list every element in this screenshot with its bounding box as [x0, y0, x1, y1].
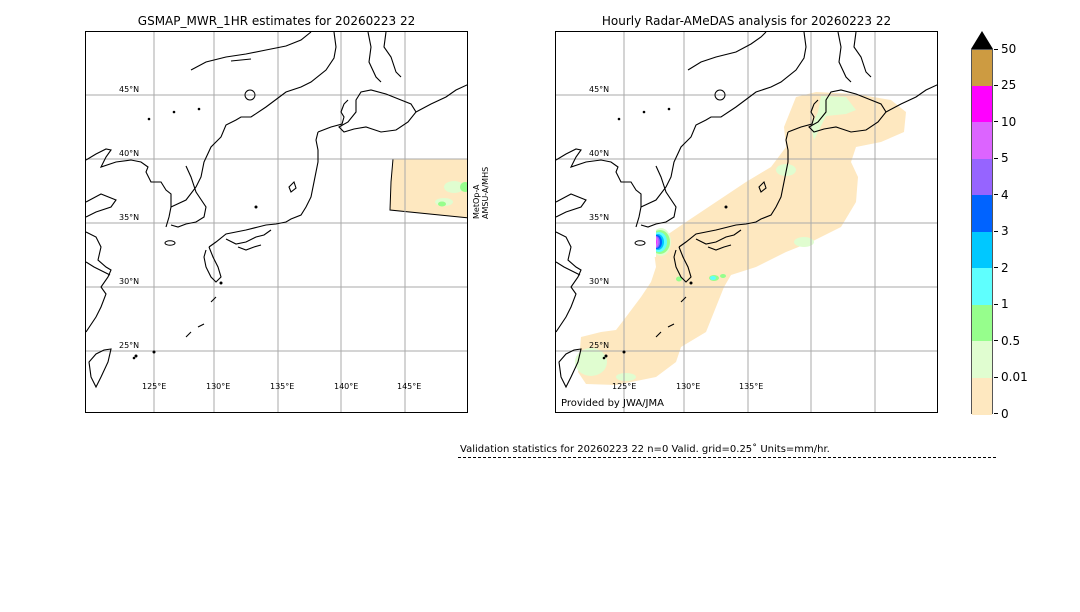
right-map: [555, 31, 938, 413]
colorbar-tick: [994, 340, 998, 341]
left-lon-label-145: 145°E: [397, 382, 422, 391]
right-lat-label-40: 40°N: [589, 149, 610, 158]
left-lat-label-35: 35°N: [119, 213, 140, 222]
right-lat-label-30: 30°N: [589, 277, 610, 286]
colorbar-tick: [994, 413, 998, 414]
colorbar-segment-2-3: [972, 232, 992, 268]
satellite-label: MetOp-A AMSU-A/MHS: [472, 167, 490, 219]
left-map: [85, 31, 468, 413]
data-credit: Provided by JWA/JMA: [561, 398, 664, 409]
colorbar-segment-0-0.01: [972, 378, 992, 415]
colorbar-label-4: 4: [1001, 188, 1009, 202]
left-lon-label-135: 135°E: [270, 382, 295, 391]
satellite-name: MetOp-A: [472, 184, 481, 219]
colorbar-segment-3-4: [972, 195, 992, 232]
colorbar-segment-10-25: [972, 86, 992, 122]
right-lon-label-130: 130°E: [676, 382, 701, 391]
right-lon-label-135: 135°E: [739, 382, 764, 391]
colorbar-tick: [994, 304, 998, 305]
colorbar-label-10: 10: [1001, 115, 1017, 129]
right-map-canvas: [556, 32, 937, 412]
colorbar-tick: [994, 85, 998, 86]
left-lat-label-45: 45°N: [119, 85, 140, 94]
validation-statistics: Validation statistics for 20260223 22 n=…: [460, 444, 830, 455]
colorbar-label-50: 50: [1001, 42, 1017, 56]
colorbar-label-5: 5: [1001, 151, 1009, 165]
colorbar-tick: [994, 377, 998, 378]
colorbar-tick: [994, 158, 998, 159]
colorbar-tick: [994, 121, 998, 122]
validation-divider: [458, 457, 996, 458]
left-lon-label-140: 140°E: [334, 382, 359, 391]
colorbar-label-25: 25: [1001, 78, 1017, 92]
left-panel-title: GSMAP_MWR_1HR estimates for 20260223 22: [137, 14, 416, 28]
right-lon-label-125: 125°E: [612, 382, 637, 391]
colorbar-label-0.5: 0.5: [1001, 334, 1021, 348]
colorbar-tick: [994, 194, 998, 195]
colorbar-segment-5-10: [972, 122, 992, 159]
colorbar: [971, 49, 993, 415]
left-lat-label-30: 30°N: [119, 277, 140, 286]
colorbar-segment-1-2: [972, 268, 992, 305]
colorbar-tick: [994, 49, 998, 50]
colorbar-segment-0.5-1: [972, 305, 992, 341]
left-lat-label-25: 25°N: [119, 341, 140, 350]
colorbar-label-2: 2: [1001, 261, 1009, 275]
colorbar-tick: [994, 231, 998, 232]
right-lat-label-25: 25°N: [589, 341, 610, 350]
right-lat-label-35: 35°N: [589, 213, 610, 222]
right-panel-title: Hourly Radar-AMeDAS analysis for 2026022…: [601, 14, 892, 28]
colorbar-label-0: 0: [1001, 407, 1009, 421]
colorbar-segment-0.01-0.5: [972, 341, 992, 378]
right-lat-label-45: 45°N: [589, 85, 610, 94]
colorbar-label-0.01: 0.01: [1001, 370, 1028, 384]
colorbar-segment-25-50: [972, 50, 992, 86]
sensor-name: AMSU-A/MHS: [481, 166, 490, 219]
colorbar-label-3: 3: [1001, 224, 1009, 238]
colorbar-extend-arrow: [971, 31, 993, 49]
left-map-canvas: [86, 32, 467, 412]
left-lon-label-130: 130°E: [206, 382, 231, 391]
left-lon-label-125: 125°E: [142, 382, 167, 391]
colorbar-segment-4-5: [972, 159, 992, 195]
left-lat-label-40: 40°N: [119, 149, 140, 158]
colorbar-label-1: 1: [1001, 297, 1009, 311]
colorbar-tick: [994, 267, 998, 268]
